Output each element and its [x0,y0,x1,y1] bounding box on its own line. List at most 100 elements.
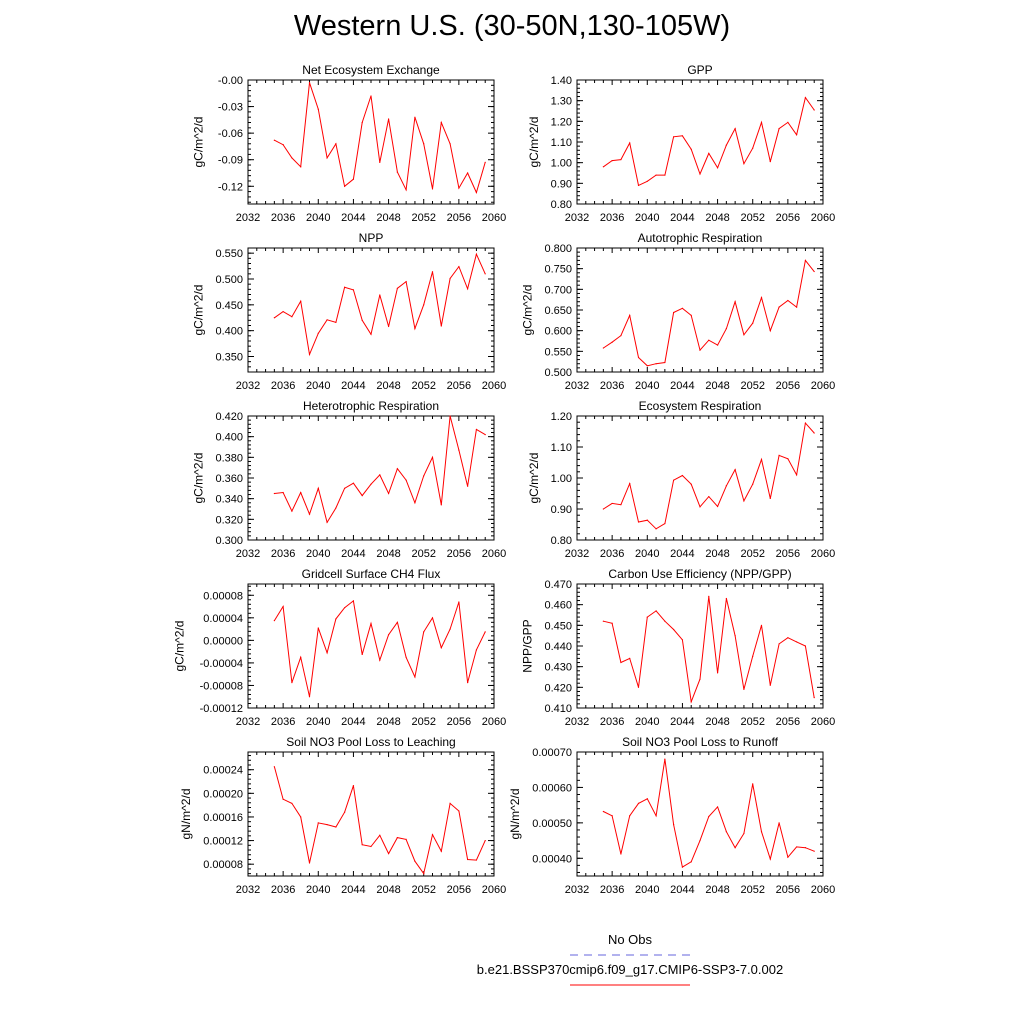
data-point [681,639,684,641]
data-point [769,497,771,500]
data-point [370,622,372,625]
x-tick-label: 2060 [482,212,506,224]
data-point [467,485,469,487]
y-tick-label: 1.40 [551,75,572,87]
data-point [379,834,381,836]
y-tick-label: -0.03 [218,102,243,114]
data-point [431,456,434,458]
data-point [317,487,319,489]
chart-panel: Gridcell Surface CH4 Flux 2032 2036 2040 204… [173,567,507,728]
x-tick-label: 2048 [705,380,729,392]
y-tick-label: 0.90 [551,178,572,190]
series-line [603,759,815,868]
data-point [602,620,604,622]
series-line [273,599,486,697]
y-axis-label: NPP/GPP [521,619,535,672]
x-tick-label: 2036 [600,884,624,896]
data-point [484,273,486,275]
panel-title: Ecosystem Respiration [639,399,762,413]
data-point [611,160,613,162]
y-tick-label: 0.470 [544,579,572,591]
data-point [317,332,319,334]
panel-title: Soil NO3 Pool Loss to Leaching [286,735,455,749]
data-point [308,862,311,864]
plot-frame [576,247,824,373]
y-tick-label: 0.400 [215,432,243,444]
x-tick-label: 2048 [376,884,400,896]
y-tick-label: -0.06 [218,128,243,140]
data-point [620,504,622,506]
x-tick-label: 2056 [447,548,471,560]
y-tick-label: 0.360 [215,473,243,485]
y-tick-label: 1.30 [551,96,572,108]
x-tick-label: 2040 [306,380,330,392]
data-point [379,659,381,661]
x-tick-label: 2056 [447,884,471,896]
data-point [467,682,469,684]
data-point [629,142,631,144]
data-point [620,335,622,337]
x-tick-label: 2044 [341,548,365,560]
series-line [603,596,815,704]
data-point [300,656,302,658]
y-axis-label: gN/m^2/d [179,789,193,840]
x-tick-label: 2056 [776,212,800,224]
data-point [646,365,648,367]
data-point [352,600,355,602]
x-tick-label: 2056 [776,380,800,392]
x-tick-label: 2036 [600,716,624,728]
y-tick-label: 0.00000 [203,635,243,647]
data-point [690,314,692,316]
x-tick-label: 2032 [236,716,260,728]
data-point [646,616,648,618]
y-tick-label: 0.00020 [203,788,243,800]
x-tick-label: 2036 [271,884,295,896]
data-point [379,161,381,163]
data-point [308,696,311,698]
data-point [725,597,727,600]
data-point [787,856,789,858]
data-point [664,620,666,622]
plot-frame [247,415,495,541]
data-point [804,96,807,99]
data-point [396,468,398,470]
chart-panel: GPP 2032 2036 2040 2044 2048 2052 2056 2060 0.80 0… [527,63,835,224]
y-tick-label: 0.650 [544,305,572,317]
data-point [760,297,763,299]
data-point [282,605,284,608]
data-point [291,157,293,159]
y-axis-label: gC/m^2/d [192,285,206,336]
data-point [637,521,640,523]
data-point [664,361,666,364]
series-line [274,252,486,357]
x-tick-label: 2032 [565,884,589,896]
x-tick-label: 2052 [411,212,435,224]
data-point [690,483,692,485]
data-point [484,161,486,163]
data-point [655,174,657,176]
data-point [708,339,710,341]
y-tick-label: 0.440 [544,641,572,653]
series-line [273,766,486,875]
x-tick-label: 2052 [740,548,764,560]
data-point [655,815,657,817]
data-point [716,344,719,346]
data-point [387,492,390,495]
y-tick-label: 0.340 [215,494,243,506]
y-tick-label: 0.800 [544,243,572,255]
data-point [475,253,478,255]
data-point [352,289,355,291]
chart-panel: Heterotrophic Respiration 2032 2036 2040 204… [192,399,507,560]
data-point [414,860,416,862]
plot-frame [576,415,824,541]
x-tick-label: 2052 [411,884,435,896]
x-tick-label: 2060 [482,380,506,392]
data-point [361,844,363,846]
x-tick-label: 2044 [670,380,694,392]
series-line [603,421,815,530]
data-point [778,643,780,645]
x-tick-label: 2040 [635,380,659,392]
y-tick-label: -0.00 [218,75,243,87]
x-tick-label: 2040 [306,884,330,896]
